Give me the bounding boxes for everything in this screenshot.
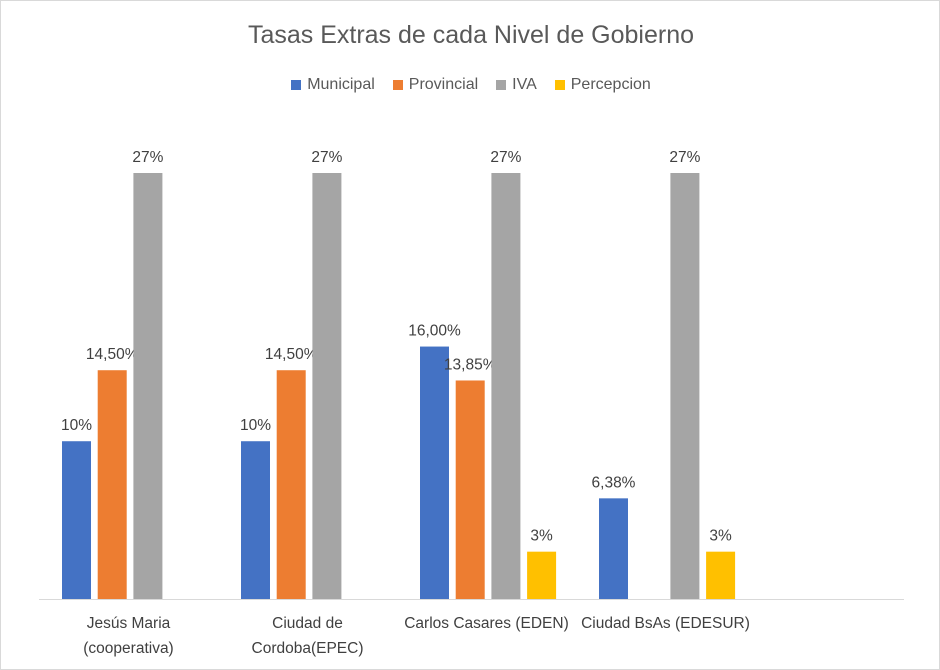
legend-label: IVA <box>512 76 537 93</box>
x-tick-label: Jesús Maria (cooperativa) <box>83 615 174 657</box>
x-tick-label: Ciudad BsAs (EDESUR) <box>581 615 750 632</box>
data-label: 16,00% <box>408 323 461 340</box>
bar-iva <box>133 173 163 599</box>
legend-item-municipal: Municipal <box>291 76 375 94</box>
legend-label: Municipal <box>307 76 375 93</box>
data-label: 3% <box>530 528 553 545</box>
legend-swatch <box>392 80 403 90</box>
legend-swatch <box>291 80 302 90</box>
bar-iva <box>670 173 700 599</box>
bar-iva <box>491 173 521 599</box>
bar-municipal <box>599 498 628 599</box>
legend-label: Percepcion <box>570 76 651 93</box>
data-label: 10% <box>240 417 271 434</box>
legend-item-percepcion: Percepcion <box>554 76 651 94</box>
bar-municipal <box>62 441 91 599</box>
data-label: 27% <box>669 149 700 166</box>
data-label: 14,50% <box>265 346 318 363</box>
bar-iva <box>312 173 342 599</box>
legend-label: Provincial <box>408 76 479 93</box>
legend-swatch <box>554 80 565 90</box>
data-label: 13,85% <box>444 356 497 373</box>
data-label: 27% <box>311 149 342 166</box>
legend-item-iva: IVA <box>496 76 537 94</box>
chart-title: Tasas Extras de cada Nivel de Gobierno <box>247 21 695 49</box>
legend: Municipal Provincial IVA Percepcion <box>1 76 939 94</box>
x-tick-label: Ciudad de Cordoba(EPEC) <box>251 615 364 657</box>
bar-provincial <box>97 370 127 599</box>
bar-municipal <box>241 441 270 599</box>
bar-percepcion <box>527 551 557 599</box>
legend-item-provincial: Provincial <box>392 76 479 94</box>
legend-swatch <box>496 80 507 90</box>
bar-provincial <box>455 380 485 599</box>
bar-provincial <box>276 370 306 599</box>
data-label: 3% <box>709 528 732 545</box>
data-label: 27% <box>132 149 163 166</box>
data-label: 10% <box>61 417 92 434</box>
data-label: 14,50% <box>86 346 139 363</box>
data-label: 27% <box>490 149 521 166</box>
x-tick-label: Carlos Casares (EDEN) <box>404 615 569 632</box>
bar-percepcion <box>706 551 736 599</box>
bar-municipal <box>420 346 449 599</box>
data-label: 6,38% <box>592 474 636 491</box>
